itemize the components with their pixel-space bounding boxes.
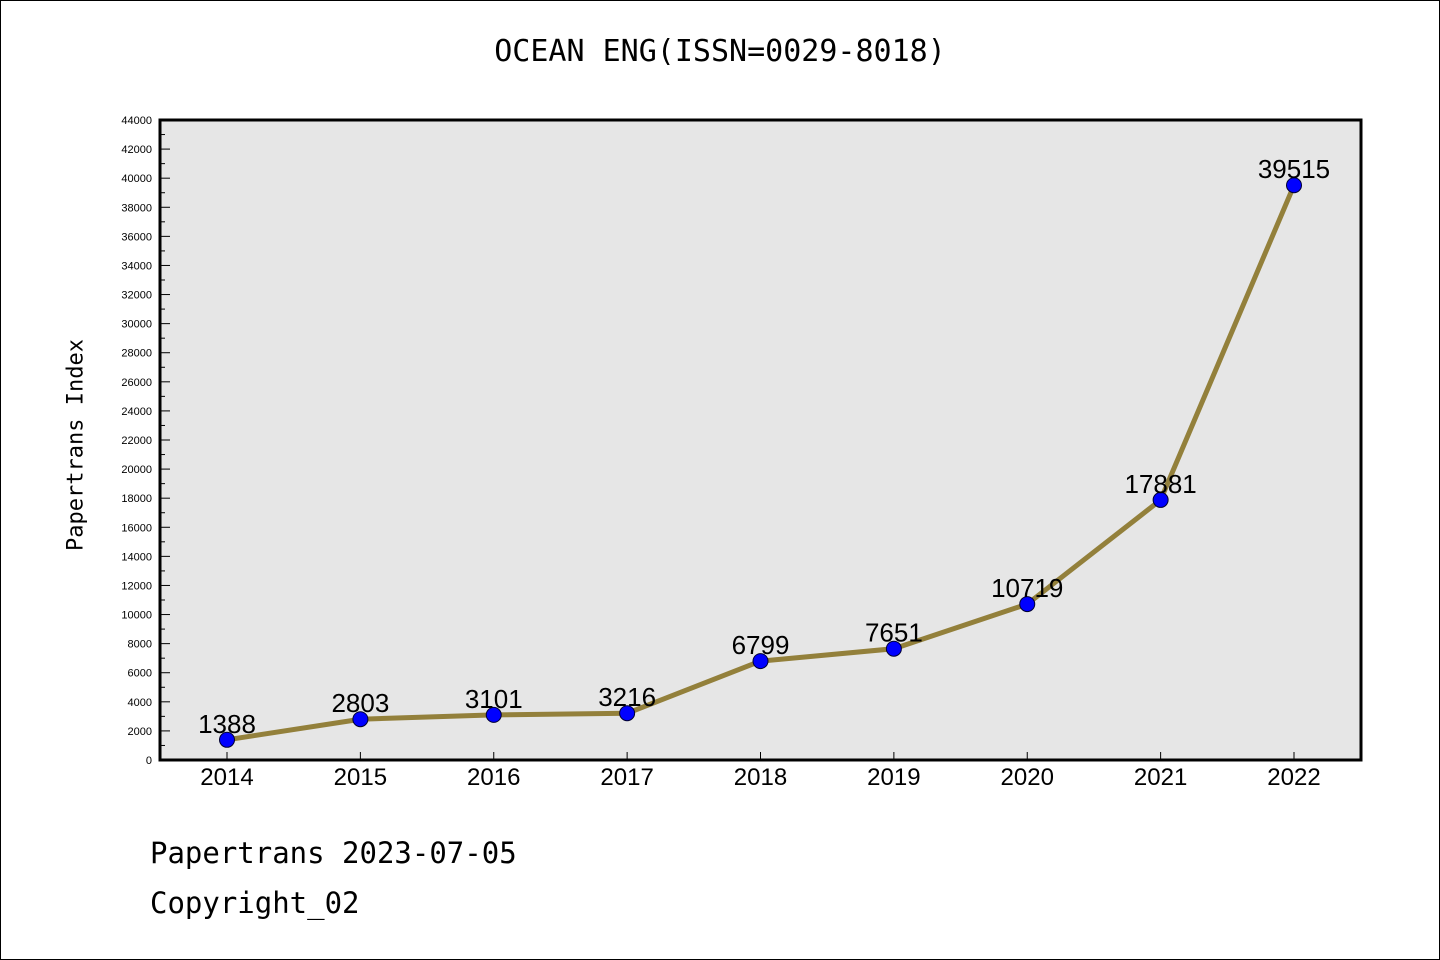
y-tick-label: 42000 <box>121 144 152 156</box>
data-point <box>752 653 769 670</box>
y-tick-label: 38000 <box>121 202 152 214</box>
chart-title: OCEAN ENG(ISSN=0029-8018) <box>494 34 946 69</box>
y-tick-label: 36000 <box>121 231 152 243</box>
footer-date: Papertrans 2023-07-05 <box>150 836 517 870</box>
data-labels: 1388 2803 3101 3216 6799 7651 10719 17881 39515 <box>198 154 1330 739</box>
x-axis: 2014 2015 2016 2017 2018 2019 2020 2021 2022 <box>200 752 1321 791</box>
y-tick-label: 40000 <box>121 173 152 185</box>
x-tick-label: 2017 <box>600 764 653 791</box>
y-tick-label: 4000 <box>128 697 152 709</box>
x-tick-label: 2018 <box>734 764 787 791</box>
data-point <box>885 640 902 657</box>
y-tick-label: 20000 <box>121 464 152 476</box>
data-label: 7651 <box>865 618 923 648</box>
y-tick-label: 18000 <box>121 493 152 505</box>
y-tick-label: 16000 <box>121 522 152 534</box>
y-tick-label: 30000 <box>121 319 152 331</box>
x-tick-label: 2019 <box>867 764 920 791</box>
data-label: 3216 <box>598 682 656 712</box>
x-tick-label: 2020 <box>1001 764 1054 791</box>
y-tick-label: 2000 <box>128 726 152 738</box>
x-tick-label: 2022 <box>1267 764 1320 791</box>
data-point <box>219 731 235 748</box>
data-label: 17881 <box>1124 469 1196 499</box>
y-tick-label: 12000 <box>121 580 152 592</box>
data-label: 10719 <box>991 573 1063 603</box>
y-tick-label: 26000 <box>121 377 152 389</box>
x-tick-label: 2016 <box>467 764 520 791</box>
data-label: 6799 <box>732 630 790 660</box>
y-tick-label: 14000 <box>121 551 152 563</box>
x-tick-label: 2015 <box>334 764 387 791</box>
data-point <box>485 706 502 723</box>
x-tick-label: 2014 <box>200 764 253 791</box>
y-tick-label: 6000 <box>128 668 152 680</box>
y-tick-label: 24000 <box>121 406 152 418</box>
y-tick-label: 34000 <box>121 260 152 272</box>
data-label: 1388 <box>198 709 256 739</box>
y-tick-label: 8000 <box>128 639 152 651</box>
data-markers <box>219 177 1302 748</box>
footer-copyright: Copyright_02 <box>150 886 360 920</box>
data-point <box>1019 596 1036 613</box>
data-point <box>352 711 369 728</box>
y-tick-label: 32000 <box>121 290 152 302</box>
plot-border <box>158 118 1363 762</box>
y-tick-label: 10000 <box>121 610 152 622</box>
data-point <box>1152 491 1169 508</box>
y-tick-label: 22000 <box>121 435 152 447</box>
y-tick-label: 0 <box>146 755 152 767</box>
y-tick-label: 44000 <box>121 115 152 127</box>
data-point <box>619 705 636 722</box>
data-label: 39515 <box>1258 154 1330 184</box>
y-tick-label: 28000 <box>121 348 152 360</box>
data-label: 2803 <box>331 688 389 718</box>
x-tick-label: 2021 <box>1134 764 1187 791</box>
y-axis: 0 2000 4000 6000 8000 10000 12000 14000 16000 180… <box>121 115 170 767</box>
data-point <box>1286 177 1302 194</box>
data-label: 3101 <box>465 684 523 714</box>
